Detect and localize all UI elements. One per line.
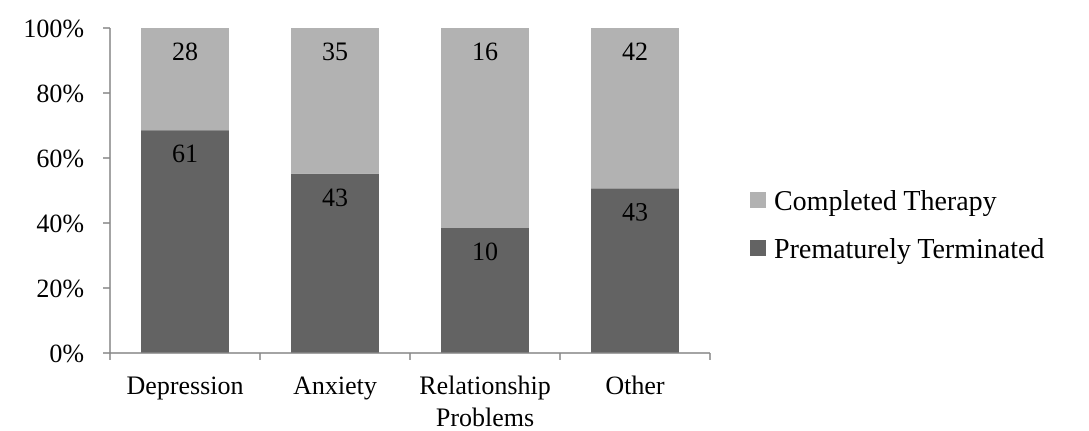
plot-area: 61 28 43 35 10 16 43 42 [141,28,679,353]
bar-other-completed-therapy [591,28,679,189]
y-tick-label: 100% [23,14,84,43]
bar-anxiety-prematurely-terminated [291,173,379,353]
y-tick-label: 60% [36,144,84,173]
bar-other-prematurely-terminated [591,188,679,353]
y-tick-label: 40% [36,209,84,238]
data-label-depression-completed-therapy: 28 [172,37,198,66]
bar-anxiety-completed-therapy [291,28,379,174]
x-tick-label-other: Other [605,371,665,400]
x-tick-label-anxiety: Anxiety [293,371,377,400]
bar-depression-completed-therapy [141,28,229,131]
x-tick-label-relationship-problems: Relationship Problems [419,371,550,431]
legend-label-completed-therapy: Completed Therapy [774,186,997,217]
bar-relationship-problems-prematurely-terminated [441,228,529,353]
data-label-anxiety-prematurely-terminated: 43 [322,183,348,212]
data-label-anxiety-completed-therapy: 35 [322,37,348,66]
data-label-relationship-problems-completed-therapy: 16 [472,37,498,66]
legend-swatch-completed-therapy [750,192,766,208]
data-label-other-prematurely-terminated: 43 [622,198,648,227]
data-label-depression-prematurely-terminated: 61 [172,139,198,168]
bar-relationship-problems-completed-therapy [441,28,529,228]
data-label-relationship-problems-prematurely-terminated: 10 [472,237,498,266]
x-tick-label-depression: Depression [127,371,244,400]
data-label-other-completed-therapy: 42 [622,37,648,66]
y-tick-label: 0% [49,339,84,368]
legend-swatch-prematurely-terminated [750,240,766,256]
axes: 0% 20% 40% 60% 80% 100% Depression Anxiety Relat… [23,14,711,431]
y-tick-label: 20% [36,274,84,303]
legend-label-prematurely-terminated: Prematurely Terminated [774,234,1044,265]
bar-depression-prematurely-terminated [141,130,229,353]
y-tick-label: 80% [36,79,84,108]
legend: Completed Therapy Prematurely Terminated [750,186,1044,265]
